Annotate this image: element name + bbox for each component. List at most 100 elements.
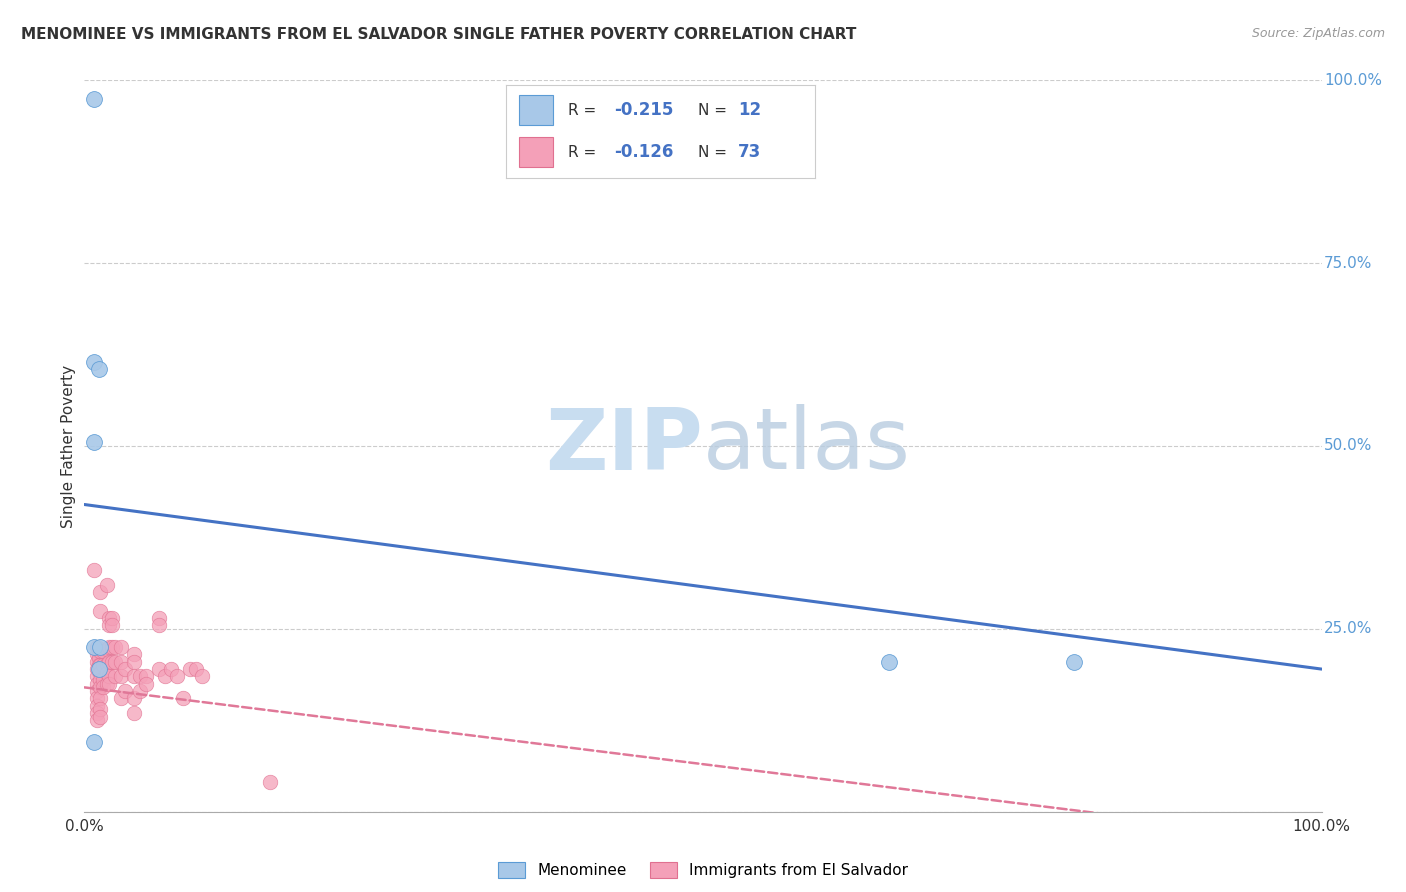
Point [135,676,157,690]
Point [89,658,111,673]
Bar [519,137,553,167]
Y-axis label: Single Father Poverty: Single Father Poverty [60,365,76,527]
Text: atlas: atlas [703,404,911,488]
Point [89,644,111,658]
Point [91,681,114,695]
Text: R =: R = [568,103,602,118]
Point [86,640,108,655]
Point [129,669,152,683]
Point [83,435,105,450]
Point [89,709,111,723]
Point [148,611,170,625]
Point [89,603,111,617]
Point [122,691,145,706]
Point [160,662,183,676]
Text: N =: N = [697,145,731,160]
Text: -0.215: -0.215 [614,101,673,119]
Point [91,673,114,687]
Point [104,640,127,655]
Text: 50.0%: 50.0% [1324,439,1372,453]
Point [96,676,118,690]
Point [877,655,900,669]
Point [89,644,111,658]
Point [110,640,132,655]
Point [89,585,111,599]
Point [86,655,108,669]
Text: R =: R = [568,145,602,160]
Point [110,669,132,683]
Point [89,681,111,695]
Point [122,655,145,669]
Point [98,676,121,690]
Text: -0.126: -0.126 [614,144,673,161]
Point [91,658,114,673]
Point [98,640,121,655]
Point [110,691,132,706]
Point [96,657,118,671]
Point [172,691,194,706]
Point [86,669,108,683]
Point [114,662,136,676]
Point [83,355,105,369]
Point [191,669,214,683]
Point [86,676,108,690]
Point [89,665,111,680]
Legend: Menominee, Immigrants from El Salvador: Menominee, Immigrants from El Salvador [492,856,914,885]
Point [83,735,105,749]
Point [86,648,108,662]
Point [89,658,111,673]
Point [83,92,105,106]
Point [89,362,111,376]
Point [98,618,121,632]
Point [148,662,170,676]
Point [91,644,114,658]
Text: MENOMINEE VS IMMIGRANTS FROM EL SALVADOR SINGLE FATHER POVERTY CORRELATION CHART: MENOMINEE VS IMMIGRANTS FROM EL SALVADOR… [21,27,856,42]
Point [96,665,118,680]
Text: ZIP: ZIP [546,404,703,488]
Point [86,691,108,706]
Point [100,618,122,632]
Point [122,706,145,720]
Point [100,655,122,669]
Text: 100.0%: 100.0% [1324,73,1382,87]
Point [86,684,108,698]
Point [166,669,188,683]
Point [122,648,145,662]
Text: 12: 12 [738,101,761,119]
Bar [519,95,553,125]
Point [153,669,176,683]
Point [100,640,122,655]
Point [100,611,122,625]
Point [89,702,111,716]
Point [259,775,281,789]
Point [135,669,157,683]
Text: Source: ZipAtlas.com: Source: ZipAtlas.com [1251,27,1385,40]
Point [179,662,201,676]
Point [96,578,118,592]
Point [148,618,170,632]
Text: N =: N = [697,103,731,118]
Point [122,669,145,683]
Point [89,651,111,665]
Point [89,662,111,676]
Point [86,706,108,720]
Point [83,563,105,577]
Point [1063,655,1085,669]
Point [184,662,207,676]
Point [86,698,108,713]
Point [104,655,127,669]
Point [129,684,152,698]
Point [98,669,121,683]
Point [89,673,111,687]
Point [89,640,111,655]
Text: 73: 73 [738,144,762,161]
Point [89,691,111,706]
Point [98,655,121,669]
Point [86,662,108,676]
Point [110,655,132,669]
Point [104,669,127,683]
Text: 25.0%: 25.0% [1324,622,1372,636]
Point [114,684,136,698]
Point [98,611,121,625]
Point [83,640,105,655]
